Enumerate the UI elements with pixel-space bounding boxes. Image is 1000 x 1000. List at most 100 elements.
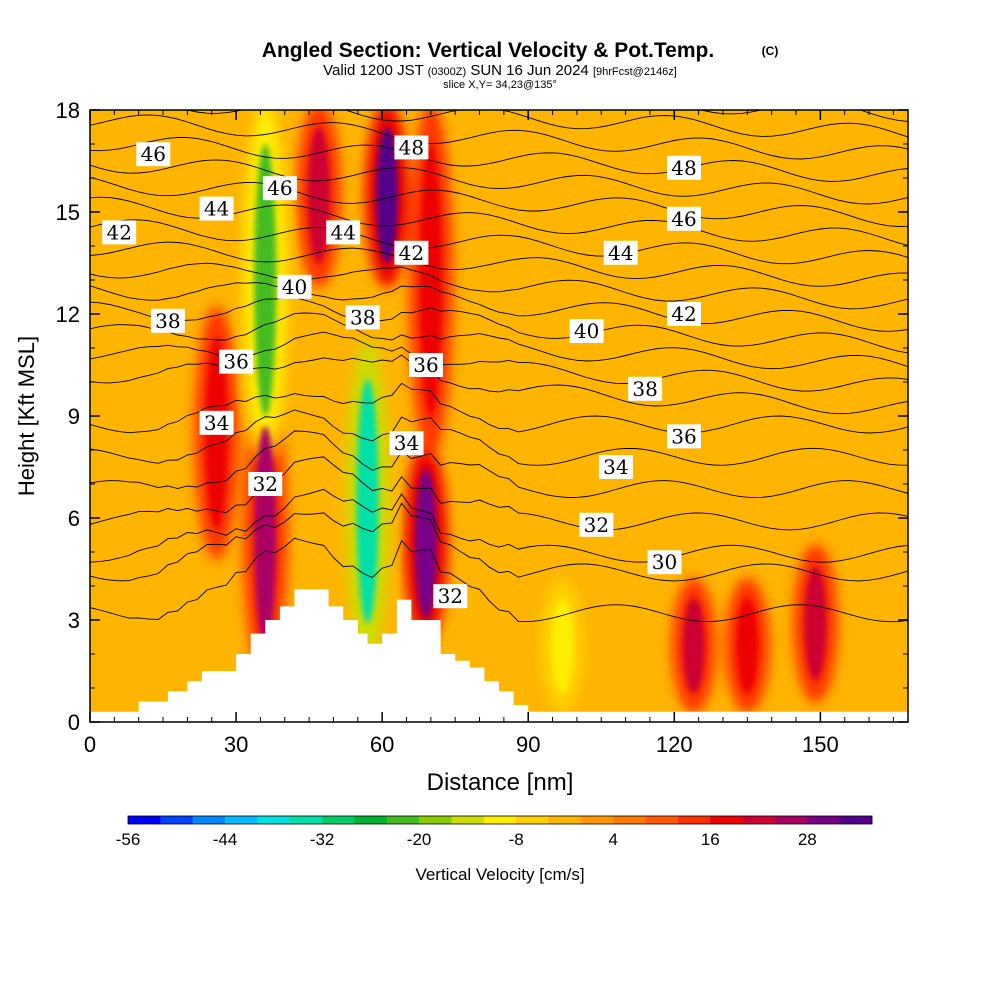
plot-area: 30 32 32 32 34 34 34 36 36 36 38 38 38 40 40 42 42 42 44 44… [90, 110, 908, 722]
svg-text:36: 36 [223, 350, 248, 374]
y-tick-label: 9 [68, 404, 80, 429]
contour-label: 34 [598, 455, 633, 479]
contour-label: 32 [579, 512, 614, 537]
theta-contour-line [90, 262, 908, 310]
theta-contour-line [90, 537, 908, 623]
colorbar-swatch [451, 816, 485, 824]
contour-label: 48 [667, 155, 701, 180]
colorbar-swatch [192, 816, 226, 824]
x-tick-label: 30 [224, 732, 248, 757]
velocity-core [254, 144, 277, 416]
theta-contour-line [90, 219, 908, 265]
colorbar-swatch [257, 816, 291, 824]
svg-text:34: 34 [394, 431, 419, 455]
theta-contour-line [700, 110, 908, 122]
colorbar-swatch [128, 816, 161, 824]
contour-label: 42 [667, 302, 701, 326]
theta-contour-labels: 30 32 32 32 34 34 34 36 36 36 38 38 38 40 40 42 42 42 44 44… [102, 135, 701, 609]
contour-label: 36 [409, 353, 443, 377]
x-tick-label: 0 [84, 732, 96, 757]
theta-contour-line [90, 502, 908, 582]
contour-label: 34 [389, 431, 424, 456]
svg-text:46: 46 [267, 176, 292, 200]
y-tick-label: 0 [68, 710, 80, 735]
theta-contour-line [90, 282, 908, 332]
contour-label: 38 [150, 308, 185, 333]
contour-label: 34 [199, 410, 234, 435]
colorbar-swatch [419, 816, 452, 824]
theta-contour-line [90, 312, 908, 370]
colorbar-swatch [677, 816, 711, 824]
colorbar-tick-label: -32 [310, 830, 335, 849]
contour-label: 46 [262, 176, 297, 201]
svg-text:40: 40 [574, 319, 599, 343]
colorbar-tick-label: 16 [701, 830, 720, 849]
colorbar-swatch [613, 816, 646, 824]
x-axis-label: Distance [nm] [427, 769, 574, 796]
svg-text:34: 34 [603, 455, 628, 479]
contour-label: 40 [569, 319, 604, 343]
velocity-field-cores [205, 127, 827, 694]
theta-contour-line [90, 382, 908, 434]
svg-text:30: 30 [652, 550, 677, 574]
theta-contour-line [90, 137, 908, 182]
colorbar-swatch [742, 816, 776, 824]
svg-text:42: 42 [399, 241, 424, 265]
svg-text:46: 46 [141, 142, 166, 166]
velocity-core [307, 127, 330, 263]
colorbar-swatch [289, 816, 323, 824]
colorbar-swatch [386, 816, 420, 824]
svg-text:38: 38 [632, 377, 657, 401]
x-tick-label: 90 [516, 732, 540, 757]
velocity-core [736, 597, 759, 694]
colorbar-swatch [160, 816, 193, 824]
contour-label: 32 [248, 472, 283, 496]
colorbar-swatch [774, 816, 808, 824]
valid-prefix: Valid 1200 JST [323, 62, 423, 79]
contour-label: 36 [667, 424, 701, 449]
theta-contour-line [185, 110, 908, 138]
contour-label: 36 [219, 349, 254, 374]
x-tick-label: 150 [802, 732, 839, 757]
colorbar-swatch [645, 816, 679, 824]
valid-utc: (0300Z) [428, 66, 467, 78]
terrain-mask [90, 589, 908, 722]
contour-label: 32 [433, 584, 468, 609]
theta-contour-line [90, 456, 908, 531]
contour-label: 42 [102, 220, 137, 245]
forecast-info: [9hrFcst@2146z] [593, 66, 677, 78]
svg-text:44: 44 [608, 241, 633, 265]
colorbar-swatch [483, 816, 517, 824]
x-tick-label: 120 [656, 732, 693, 757]
svg-text:40: 40 [282, 275, 307, 299]
theta-contours [90, 110, 908, 623]
y-axis-label: Height [Kft MSL] [14, 336, 39, 496]
svg-text:32: 32 [584, 513, 609, 537]
colorbar-swatch [839, 816, 873, 824]
svg-text:32: 32 [253, 472, 278, 496]
colorbar-swatch [322, 816, 355, 824]
svg-text:44: 44 [330, 220, 355, 244]
svg-text:36: 36 [671, 424, 696, 448]
y-tick-label: 12 [56, 302, 80, 327]
velocity-core [414, 468, 437, 619]
theta-contour-line [90, 297, 908, 354]
contour-label: 38 [628, 376, 663, 401]
contour-label: 46 [667, 206, 701, 231]
slice-info: slice X,Y= 34,23@135° [443, 79, 557, 91]
contour-label: 46 [136, 142, 171, 167]
chart-title-suffix: (C) [762, 44, 779, 58]
colorbar-tick-label: -56 [116, 830, 141, 849]
velocity-core [551, 597, 574, 694]
velocity-core [419, 144, 442, 416]
svg-text:42: 42 [671, 302, 696, 326]
colorbar-tick-label: -44 [213, 830, 238, 849]
valid-date: SUN 16 Jun 2024 [470, 62, 588, 79]
theta-contour-line [90, 114, 908, 160]
theta-contour-line [90, 176, 908, 227]
colorbar-tick-label: -8 [509, 830, 524, 849]
velocity-core [804, 566, 827, 681]
svg-text:38: 38 [155, 309, 180, 333]
